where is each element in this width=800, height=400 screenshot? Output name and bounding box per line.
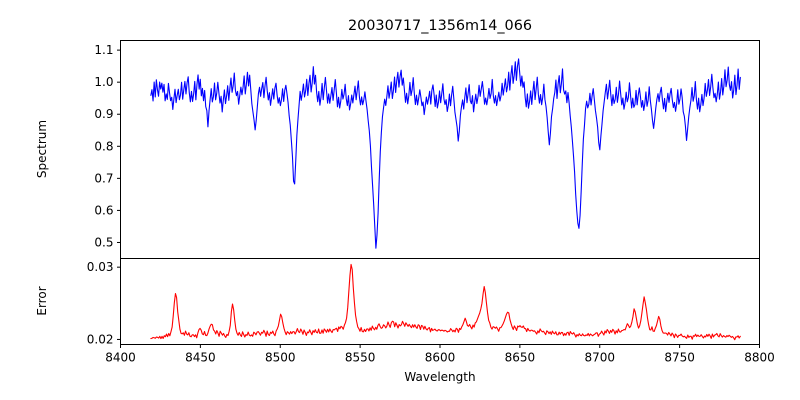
spectrum-y-tickmarks xyxy=(117,49,121,243)
x-tick-label: 8650 xyxy=(505,351,536,365)
x-tick-label: 8800 xyxy=(744,351,775,365)
error-data-line xyxy=(150,263,741,341)
x-tick-label: 8600 xyxy=(425,351,456,365)
x-tick-label: 8400 xyxy=(105,351,136,365)
spectrum-axis-label: Spectrum xyxy=(35,120,49,178)
figure-title: 20030717_1356m14_066 xyxy=(348,18,532,34)
spectrum-y-ticklabels: 0.5 0.6 0.7 0.8 0.9 1.0 1.1 xyxy=(94,43,113,249)
error-axis-label: Error xyxy=(35,286,49,315)
y-tick-label: 1.1 xyxy=(94,43,113,57)
y-tick-label: 0.5 xyxy=(94,235,113,249)
y-tick-label: 0.8 xyxy=(94,139,113,153)
error-y-ticklabels: 0.02 0.03 xyxy=(87,260,114,346)
error-x-tickmarks xyxy=(120,344,760,348)
y-tick-label: 0.03 xyxy=(87,260,114,274)
x-tick-label: 8500 xyxy=(265,351,296,365)
x-tick-label: 8700 xyxy=(584,351,615,365)
x-tick-label: 8450 xyxy=(185,351,216,365)
spectrum-data-line xyxy=(150,58,741,249)
y-tick-label: 1.0 xyxy=(94,75,113,89)
error-y-tickmarks xyxy=(117,266,121,340)
error-x-ticklabels: 8400 8450 8500 8550 8600 8650 8700 8750 8800 xyxy=(105,351,775,365)
y-tick-label: 0.7 xyxy=(94,171,113,185)
y-tick-label: 0.9 xyxy=(94,107,113,121)
x-tick-label: 8750 xyxy=(664,351,695,365)
error-panel: 0.02 0.03 8400 8450 8500 8550 8600 8650 8700 875… xyxy=(35,258,775,384)
spectrum-panel: 0.5 0.6 0.7 0.8 0.9 1.0 1.1 Spectrum xyxy=(35,40,760,259)
y-tick-label: 0.6 xyxy=(94,203,113,217)
wavelength-axis-label: Wavelength xyxy=(404,370,475,384)
y-tick-label: 0.02 xyxy=(87,332,114,346)
x-tick-label: 8550 xyxy=(345,351,376,365)
